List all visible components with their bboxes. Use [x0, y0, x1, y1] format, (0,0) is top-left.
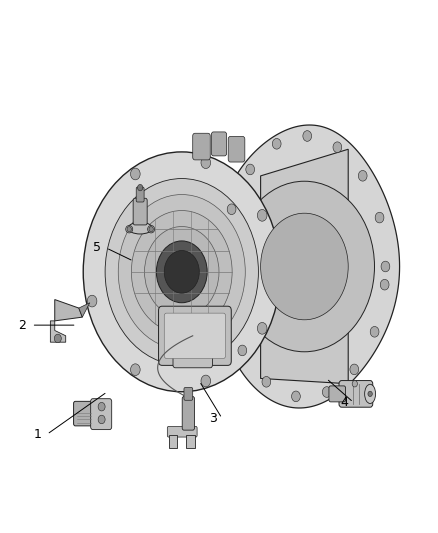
FancyBboxPatch shape [228, 136, 245, 162]
Circle shape [246, 164, 254, 175]
FancyBboxPatch shape [159, 306, 231, 366]
Circle shape [145, 227, 219, 317]
FancyBboxPatch shape [91, 399, 112, 430]
Polygon shape [186, 435, 195, 448]
Circle shape [98, 415, 105, 424]
Circle shape [227, 204, 236, 215]
Ellipse shape [148, 225, 155, 233]
FancyBboxPatch shape [173, 341, 212, 368]
Circle shape [380, 279, 389, 290]
Circle shape [381, 261, 390, 272]
Text: 4: 4 [340, 396, 348, 409]
Circle shape [156, 241, 207, 303]
Text: 2: 2 [18, 319, 26, 332]
Circle shape [105, 179, 258, 365]
Circle shape [375, 212, 384, 223]
Text: 3: 3 [209, 412, 217, 425]
Text: 5: 5 [93, 241, 101, 254]
FancyBboxPatch shape [193, 133, 210, 160]
FancyBboxPatch shape [136, 187, 144, 202]
Circle shape [164, 251, 199, 293]
Circle shape [138, 184, 143, 191]
FancyBboxPatch shape [167, 426, 197, 437]
FancyBboxPatch shape [133, 198, 147, 225]
Circle shape [333, 142, 342, 152]
Polygon shape [213, 125, 399, 408]
Circle shape [272, 139, 281, 149]
Polygon shape [79, 303, 90, 317]
Circle shape [292, 391, 300, 402]
Circle shape [350, 364, 359, 375]
FancyBboxPatch shape [211, 132, 227, 156]
Circle shape [118, 195, 245, 349]
Circle shape [258, 322, 267, 334]
Circle shape [54, 334, 61, 343]
Polygon shape [50, 321, 66, 342]
Circle shape [258, 209, 267, 221]
Circle shape [131, 168, 140, 180]
Polygon shape [169, 435, 177, 448]
Circle shape [303, 131, 311, 141]
Circle shape [234, 181, 374, 352]
Circle shape [223, 302, 232, 312]
Circle shape [201, 375, 211, 387]
FancyBboxPatch shape [164, 313, 226, 358]
Circle shape [83, 152, 280, 392]
Circle shape [358, 171, 367, 181]
Circle shape [261, 213, 348, 320]
Circle shape [149, 227, 153, 232]
FancyBboxPatch shape [339, 381, 373, 407]
Circle shape [131, 364, 140, 376]
Circle shape [131, 211, 232, 333]
Circle shape [98, 402, 105, 411]
Circle shape [262, 376, 271, 387]
Circle shape [219, 252, 228, 263]
Text: 1: 1 [34, 428, 42, 441]
Ellipse shape [126, 225, 133, 233]
FancyBboxPatch shape [184, 387, 193, 400]
Ellipse shape [364, 384, 376, 403]
Ellipse shape [128, 222, 152, 234]
Circle shape [368, 391, 372, 397]
Circle shape [370, 326, 379, 337]
Polygon shape [261, 149, 348, 384]
Circle shape [322, 387, 331, 398]
Polygon shape [55, 300, 82, 321]
Circle shape [238, 345, 247, 356]
FancyBboxPatch shape [74, 401, 95, 426]
FancyBboxPatch shape [329, 386, 346, 402]
Circle shape [87, 295, 97, 307]
Circle shape [352, 381, 357, 387]
FancyBboxPatch shape [182, 397, 194, 430]
Circle shape [201, 157, 211, 168]
Circle shape [127, 227, 131, 232]
